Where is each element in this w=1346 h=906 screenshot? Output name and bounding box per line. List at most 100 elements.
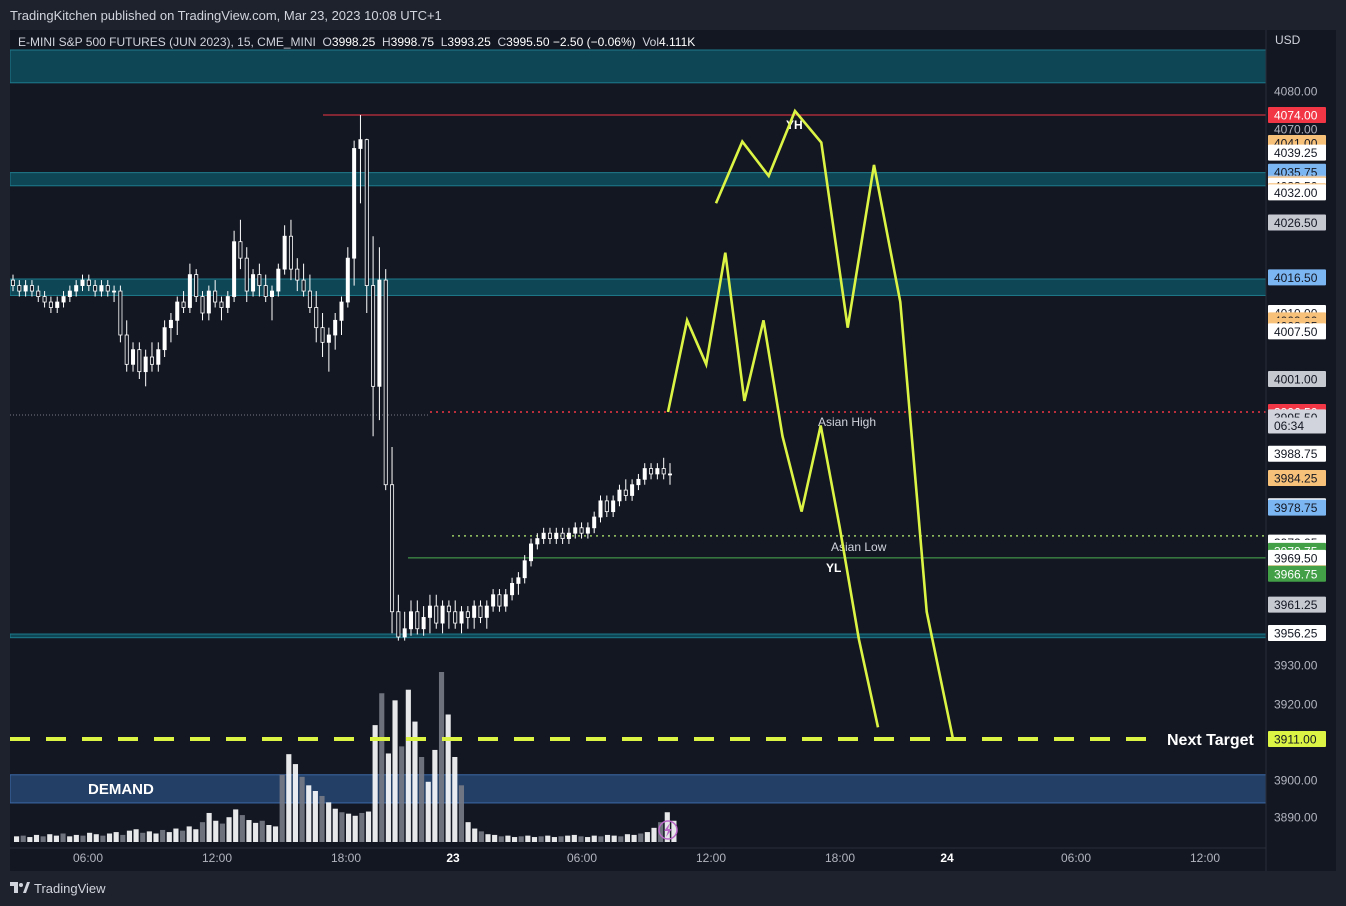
volume-bar [624,834,631,842]
candle-body [636,478,641,486]
candle-body [642,468,647,480]
low-value: L3993.25 [440,35,491,49]
price-tag-label: 4039.25 [1274,146,1318,160]
volume-bar [478,831,484,842]
candle-body [345,257,350,303]
alert-icon[interactable] [658,820,678,840]
candle-body [257,274,262,286]
volume-bar [219,823,225,842]
volume-bar [120,834,126,842]
candle-body [326,334,331,343]
volume-bar [531,837,538,842]
candle-body [623,489,628,496]
candle-body [276,268,281,292]
volume-bar [326,802,332,842]
candle-body [396,611,401,638]
price-tag-label: 3988.75 [1274,447,1318,461]
price-tag [1268,469,1326,486]
volume-bar [405,689,411,842]
candle-body [156,349,161,365]
candle-body [29,285,34,292]
volume-bar [518,836,524,842]
price-tag-label: 06:34 [1274,419,1304,433]
price-tag-label: 3978.75 [1274,501,1318,515]
volume-bar [226,817,232,842]
candle-body [554,532,559,539]
candle-body [364,139,369,286]
volume-bar [213,820,219,842]
volume-bar [140,832,146,842]
candle-body [377,279,382,387]
candle-body [168,319,173,329]
candle-body [118,290,123,336]
candle-body [131,349,136,365]
price-tag-label: 4001.00 [1274,373,1318,387]
volume-bar [565,835,571,842]
volume-bar [27,837,33,842]
candle-body [510,583,515,596]
price-tag-label: 3900.00 [1274,774,1318,788]
candle-body [491,594,496,607]
price-tag [1268,731,1326,747]
volume-bar [611,835,617,842]
volume-bar [631,834,637,842]
zone-4034 [10,172,1267,187]
volume-bar [498,836,504,842]
volume-bar [525,835,531,842]
tradingview-logo[interactable]: TradingView [10,881,106,896]
x-tick-label: 12:00 [696,851,726,865]
candle-body [86,279,91,286]
volume-bar [458,785,465,842]
symbol-legend: E-MINI S&P 500 FUTURES (JUN 2023), 15, C… [18,35,695,49]
volume-bar [14,836,20,842]
asian-low-label: Asian Low [831,540,887,554]
volume-bar [472,828,478,842]
chart-area[interactable]: DEMAND YH Asian High Asian Low YL Next Target… [10,30,1336,871]
candle-body [522,560,527,579]
volume-bar [452,757,458,842]
volume-bar [186,826,192,842]
projection-path-1 [666,252,880,728]
candle-body [547,532,552,539]
candle-body [604,500,609,513]
change-value: −2.50 (−0.06%) [552,35,636,49]
price-tag-label: 3930.00 [1274,659,1318,673]
volume-bar [339,812,345,842]
candle-body [484,605,489,618]
candle-body [244,257,249,292]
volume-bar [166,832,172,842]
price-tag [1268,214,1326,231]
candle-body [55,301,60,308]
price-tag-label: 3969.50 [1274,551,1318,565]
price-tag [1268,417,1326,434]
volume-bar [385,753,391,842]
candle-body [137,349,142,373]
candle-body [478,605,483,618]
volume-bar [233,809,239,842]
candle-body [48,301,53,308]
volume-bar [492,834,498,842]
candle-body [446,605,451,613]
asian-high-label: Asian High [818,415,876,429]
candle-body [434,605,439,624]
publish-bar: TradingKitchen published on TradingView.… [0,0,1346,30]
volume-bar [432,749,438,842]
volume-bar [133,829,139,842]
volume-bar [160,829,166,842]
tradingview-logo-icon [10,881,30,893]
candle-body [408,611,413,630]
volume-bar [40,836,46,842]
candle-body [162,327,167,351]
candle-body [181,301,186,308]
volume-bar [352,815,358,842]
candle-body [535,538,540,545]
candle-body [630,484,635,496]
volume-bar [126,830,133,842]
publish-info: TradingKitchen published on TradingView.… [10,8,442,23]
price-tag-label: 4080.00 [1274,85,1318,99]
candle-body [503,594,508,607]
demand-label: DEMAND [88,781,154,798]
volume-bar [106,833,113,842]
candle-body [390,484,395,613]
